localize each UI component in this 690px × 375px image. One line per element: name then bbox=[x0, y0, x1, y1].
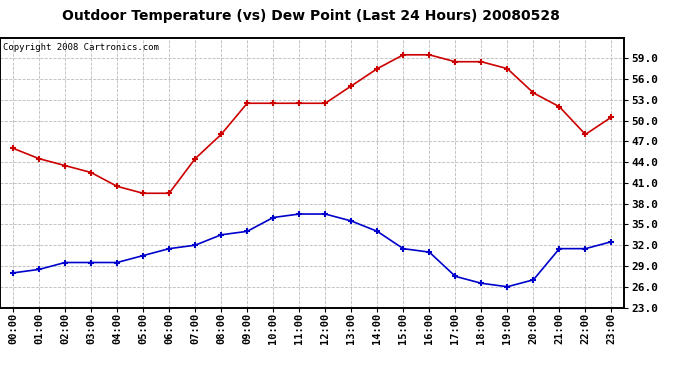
Text: Copyright 2008 Cartronics.com: Copyright 2008 Cartronics.com bbox=[3, 43, 159, 52]
Text: Outdoor Temperature (vs) Dew Point (Last 24 Hours) 20080528: Outdoor Temperature (vs) Dew Point (Last… bbox=[61, 9, 560, 23]
